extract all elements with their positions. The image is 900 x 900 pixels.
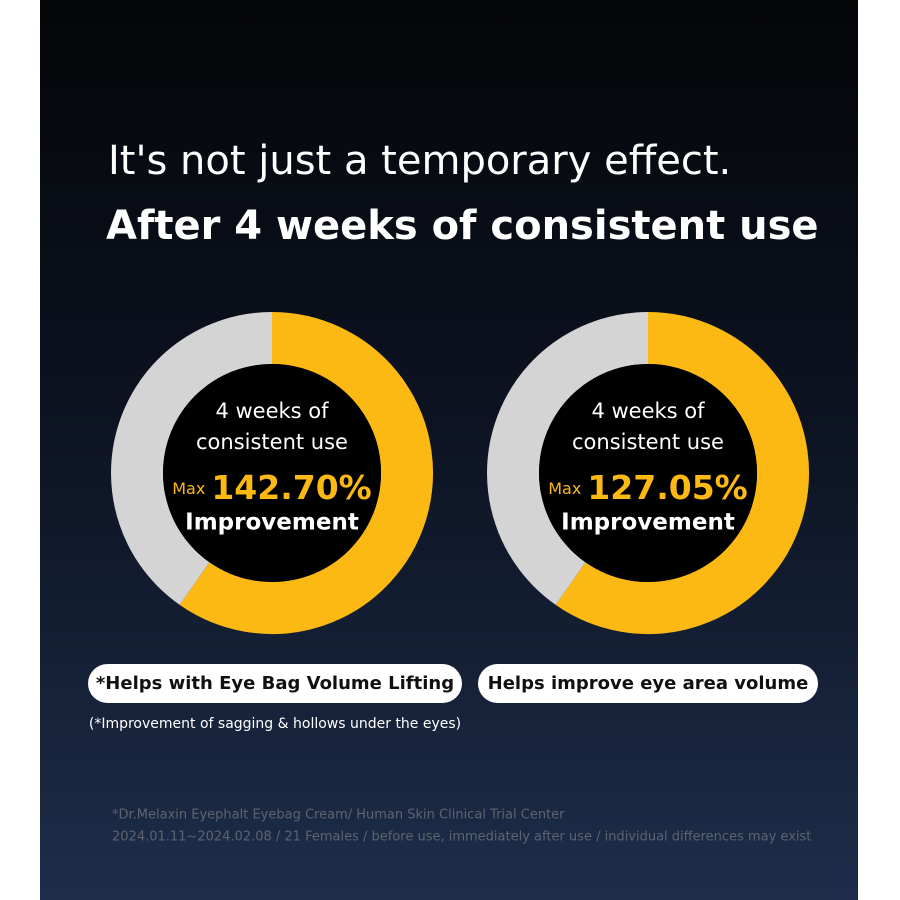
caption: consistent use bbox=[196, 430, 348, 454]
result: Improvement bbox=[561, 510, 735, 536]
caption: 4 weeks of bbox=[591, 399, 705, 423]
pill-label: *Helps with Eye Bag Volume Lifting bbox=[96, 673, 454, 694]
pill bbox=[88, 664, 462, 703]
result: Improvement bbox=[185, 510, 359, 536]
stat: Max 142.70% bbox=[172, 468, 372, 507]
donut-arc bbox=[179, 312, 433, 634]
donut-arc bbox=[555, 312, 809, 634]
heading-line: It's not just a temporary effect. bbox=[108, 138, 731, 184]
footnote: *Dr.Melaxin Eyephalt Eyebag Cream/ Human… bbox=[112, 808, 565, 823]
donut-hole bbox=[163, 364, 381, 582]
note: (*Improvement of sagging & hollows under… bbox=[89, 716, 461, 732]
footnote: 2024.01.11~2024.02.08 / 21 Females / bef… bbox=[112, 830, 811, 845]
caption: consistent use bbox=[572, 430, 724, 454]
stat-prefix: Max bbox=[548, 479, 581, 498]
heading-line: After 4 weeks of consistent use bbox=[106, 203, 819, 249]
donut bbox=[487, 312, 809, 634]
caption: 4 weeks of bbox=[215, 399, 329, 423]
stat: Max 127.05% bbox=[548, 468, 748, 507]
stat-value: 142.70% bbox=[211, 468, 371, 507]
stat-value: 127.05% bbox=[587, 468, 747, 507]
donut-arc bbox=[487, 312, 649, 605]
stat-prefix: Max bbox=[172, 479, 205, 498]
pill bbox=[478, 664, 818, 703]
donut bbox=[111, 312, 433, 634]
donut-arc bbox=[111, 312, 273, 605]
pill-label: Helps improve eye area volume bbox=[488, 673, 809, 694]
donut-hole bbox=[539, 364, 757, 582]
